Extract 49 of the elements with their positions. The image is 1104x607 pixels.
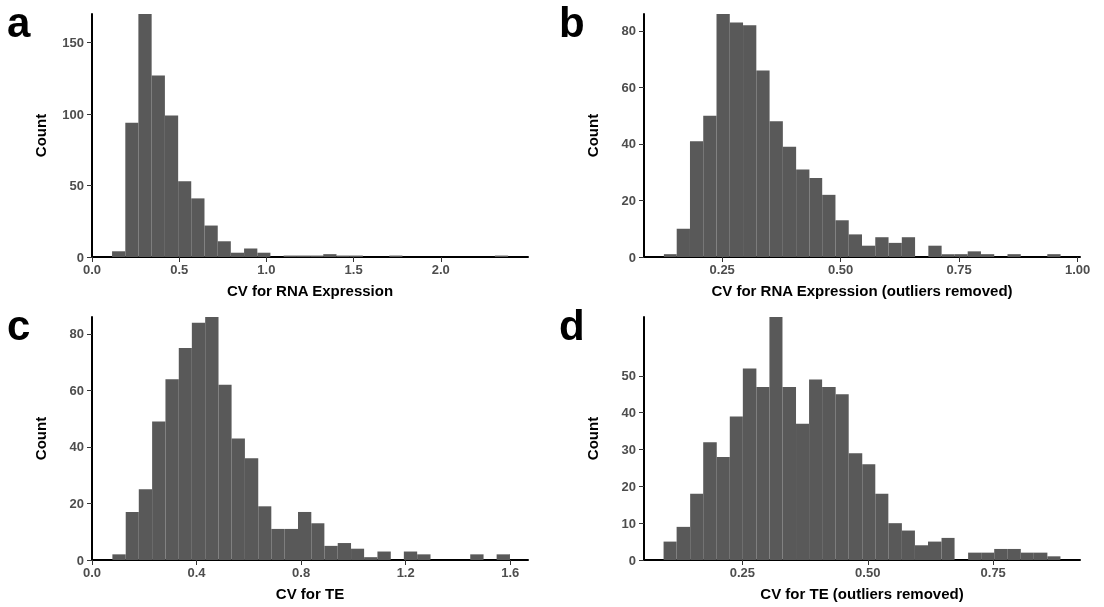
y-axis-title: Count	[32, 113, 49, 158]
y-tick-label: 150	[62, 35, 84, 51]
y-tick-label: 60	[621, 79, 636, 95]
x-axis-title: CV for RNA Expression (outliers removed)	[711, 282, 1013, 299]
x-tick-label: 1.6	[501, 565, 520, 580]
y-tick-label: 40	[621, 136, 636, 152]
chart-title: d	[559, 301, 585, 349]
y-tick-label: 30	[621, 442, 636, 458]
y-tick-label: 40	[69, 439, 84, 455]
chart-title: a	[7, 0, 31, 46]
x-tick-label: 0.50	[828, 262, 854, 277]
x-tick-label: 2.0	[431, 262, 450, 277]
x-tick-label: 0.50	[855, 565, 881, 580]
y-tick-label: 10	[621, 515, 636, 531]
x-tick-label: 0.4	[187, 565, 207, 580]
y-tick-label: 0	[76, 249, 84, 265]
x-axis-title: CV for TE (outliers removed)	[760, 585, 964, 602]
x-tick-label: 1.2	[396, 565, 415, 580]
chart-title: c	[7, 301, 31, 349]
x-tick-label: 0.8	[292, 565, 311, 580]
y-tick-label: 20	[621, 478, 636, 494]
x-tick-label: 0.25	[729, 565, 755, 580]
x-tick-label: 0.25	[709, 262, 735, 277]
y-axis-title: Count	[584, 113, 601, 158]
y-axis-title: Count	[584, 416, 601, 461]
y-tick-label: 60	[69, 382, 84, 398]
x-tick-label: 0.5	[170, 262, 189, 277]
y-tick-label: 0	[628, 552, 636, 568]
y-tick-label: 0	[628, 249, 636, 265]
y-tick-label: 80	[621, 23, 636, 39]
y-tick-label: 50	[621, 368, 636, 384]
x-tick-label: 0.0	[82, 565, 102, 580]
y-tick-label: 40	[621, 405, 636, 421]
y-tick-label: 20	[621, 192, 636, 208]
y-tick-label: 50	[69, 178, 84, 194]
x-tick-label: 1.5	[344, 262, 363, 277]
y-axis-title: Count	[32, 416, 49, 461]
x-tick-label: 0.75	[946, 262, 972, 277]
x-tick-label: 1.0	[257, 262, 276, 277]
y-tick-label: 80	[69, 326, 84, 342]
x-tick-label: 0.0	[82, 262, 102, 277]
x-tick-label: 1.00	[1064, 262, 1091, 277]
y-tick-label: 0	[76, 552, 84, 568]
y-tick-label: 20	[69, 495, 84, 511]
chart-title: b	[559, 0, 585, 46]
x-tick-label: 0.75	[980, 565, 1006, 580]
x-axis-title: CV for RNA Expression	[226, 282, 394, 299]
y-tick-label: 100	[62, 106, 84, 122]
x-axis-title: CV for TE	[275, 585, 345, 602]
